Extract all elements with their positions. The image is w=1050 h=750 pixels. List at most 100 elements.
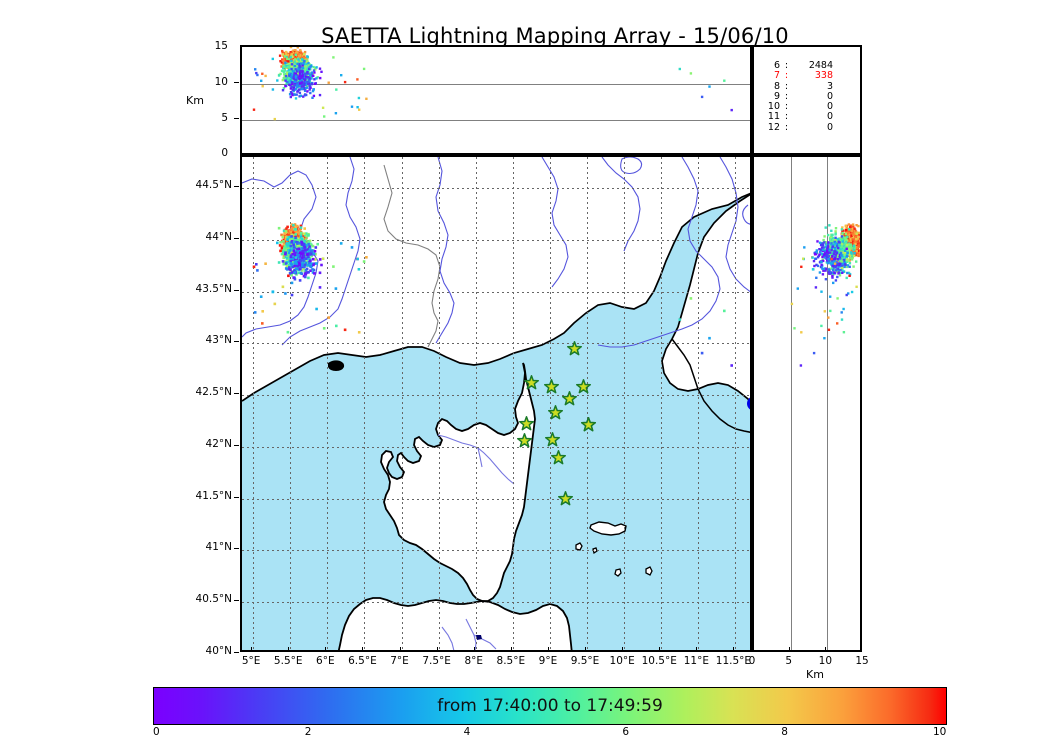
- latitude-tick-mark: [234, 393, 239, 395]
- station-count-row: 9: 0: [762, 90, 834, 102]
- top-panel-axis-label: Km: [186, 94, 204, 107]
- station-count-row: 8: 3: [762, 80, 834, 92]
- map-scatter-layer: [252, 223, 733, 367]
- latitude-tick-mark: [234, 341, 239, 343]
- map-gridline-lon: [661, 157, 663, 650]
- longitude-tick-11°E: 11°E: [683, 655, 709, 667]
- longitude-tick-mark: [510, 647, 512, 652]
- map-gridline-lat: [242, 550, 750, 552]
- station-count-key: 6: [773, 60, 780, 71]
- station-marker-star[interactable]: [558, 491, 574, 506]
- map-panel[interactable]: [240, 155, 752, 652]
- latitude-tick-40°N: 40°N: [205, 645, 232, 657]
- right-panel-axis-label: Km: [806, 668, 824, 681]
- longitude-tick-9.5°E: 9.5°E: [570, 655, 600, 667]
- station-count-sep: :: [784, 111, 789, 123]
- right-panel-tick-15: 15: [855, 655, 869, 667]
- top-panel-ytick-15: 15: [214, 40, 228, 52]
- latitude-tick-42°N: 42°N: [205, 437, 232, 450]
- map-gridline-lon: [735, 157, 737, 650]
- station-count-key: 10: [767, 101, 780, 112]
- latitude-tick-mark: [234, 237, 239, 239]
- mainland-landmass: [242, 157, 750, 401]
- map-gridline-lat: [242, 446, 750, 448]
- top-panel-scatter: [252, 47, 733, 121]
- station-count-key: 8: [773, 80, 780, 92]
- giglio-island: [645, 566, 653, 576]
- map-geography: [242, 157, 750, 650]
- map-gridline-lat: [242, 343, 750, 345]
- station-marker-star[interactable]: [562, 390, 578, 406]
- latitude-tick-mark: [234, 548, 239, 550]
- top-panel-tick-5: [234, 118, 239, 120]
- etang-de-berre: [328, 360, 345, 371]
- latitude-tick-mark: [234, 652, 239, 653]
- station-marker-star[interactable]: [566, 341, 582, 356]
- map-gridline-lat: [242, 498, 750, 500]
- longitude-tick-11.5°E: 11.5°E: [715, 655, 752, 667]
- map-gridline-lon: [364, 157, 366, 650]
- station-count-table: 6: 2484 7: 338 8: 3 9: 0 10: 0 11: 0 12: 0: [762, 60, 834, 133]
- station-count-legend: 6: 2484 7: 338 8: 3 9: 0 10: 0 11: 0 12: 0: [752, 45, 862, 155]
- station-marker-star[interactable]: [581, 416, 597, 432]
- latitude-tick-43°N: 43°N: [205, 334, 232, 347]
- coastline-mainland: [242, 192, 750, 402]
- colorbar-tick-4: 4: [463, 726, 471, 738]
- map-gridline-lat: [242, 602, 750, 604]
- station-count-row: 6: 2484: [762, 60, 834, 71]
- latitude-tick-mark: [234, 186, 239, 188]
- longitude-tick-10°E: 10°E: [609, 655, 635, 667]
- station-marker-star[interactable]: [575, 379, 591, 394]
- blue-marker-dot[interactable]: [746, 395, 750, 411]
- map-gridline-lon: [512, 157, 514, 650]
- top-panel-ytick-10: 10: [214, 76, 228, 88]
- latitude-tick-44°N: 44°N: [205, 230, 232, 243]
- montecristo-island: [614, 568, 622, 577]
- station-count-row: 11: 0: [762, 111, 834, 123]
- colorbar-tick-2: 2: [304, 726, 312, 738]
- latitude-tick-41.5°N: 41.5°N: [195, 489, 232, 502]
- map-gridline-lat: [242, 188, 750, 190]
- latitude-tick-mark: [234, 444, 239, 446]
- right-panel-gridline-5km: [790, 157, 792, 650]
- station-marker-star[interactable]: [517, 433, 533, 448]
- corsica-landmass: [380, 362, 536, 602]
- station-marker-star[interactable]: [518, 415, 534, 431]
- station-marker-star[interactable]: [545, 432, 561, 447]
- longitude-tick-mark: [436, 647, 438, 652]
- colorbar[interactable]: from 17:40:00 to 17:49:59 0 2 4 6 8 10: [153, 687, 947, 738]
- station-count-row: 7: 338: [762, 70, 834, 81]
- station-marker-star[interactable]: [543, 379, 559, 394]
- map-gridline-lat: [242, 395, 750, 397]
- map-gridline-lon: [253, 157, 255, 650]
- longitude-tick-7.5°E: 7.5°E: [422, 655, 451, 667]
- longitude-tick-10.5°E: 10.5°E: [641, 655, 677, 667]
- capraia-island: [575, 542, 583, 551]
- latitude-tick-43.5°N: 43.5°N: [195, 282, 232, 295]
- right-panel-scatter: [790, 223, 860, 367]
- top-panel-ytick-0: 0: [221, 147, 228, 159]
- longitude-tick-mark: [696, 647, 698, 652]
- top-panel-gridline-5km: [242, 120, 750, 122]
- longitude-tick-mark: [659, 647, 661, 652]
- colorbar-tick-8: 8: [781, 726, 788, 738]
- right-panel-gridline-10km: [827, 157, 829, 650]
- latitude-tick-mark: [234, 600, 239, 602]
- station-marker-star[interactable]: [523, 375, 539, 390]
- station-count-row: 10: 0: [762, 101, 834, 112]
- station-marker-star[interactable]: [548, 405, 564, 420]
- station-count-row: 12: 0: [762, 121, 834, 133]
- map-gridline-lon: [475, 157, 477, 650]
- longitude-altitude-panel: [240, 45, 752, 155]
- station-marker-star[interactable]: [551, 449, 567, 465]
- station-count-value: 0: [826, 121, 833, 133]
- longitude-tick-mark: [733, 647, 735, 652]
- longitude-tick-5°E: 5°E: [241, 655, 261, 667]
- longitude-tick-mark: [547, 647, 549, 652]
- station-count-key: 9: [773, 90, 780, 102]
- map-gridline-lat: [242, 239, 750, 241]
- station-count-key: 12: [767, 121, 780, 133]
- latitude-tick-mark: [234, 289, 239, 291]
- colorbar-tick-0: 0: [153, 726, 160, 738]
- latitude-tick-42.5°N: 42.5°N: [195, 386, 232, 399]
